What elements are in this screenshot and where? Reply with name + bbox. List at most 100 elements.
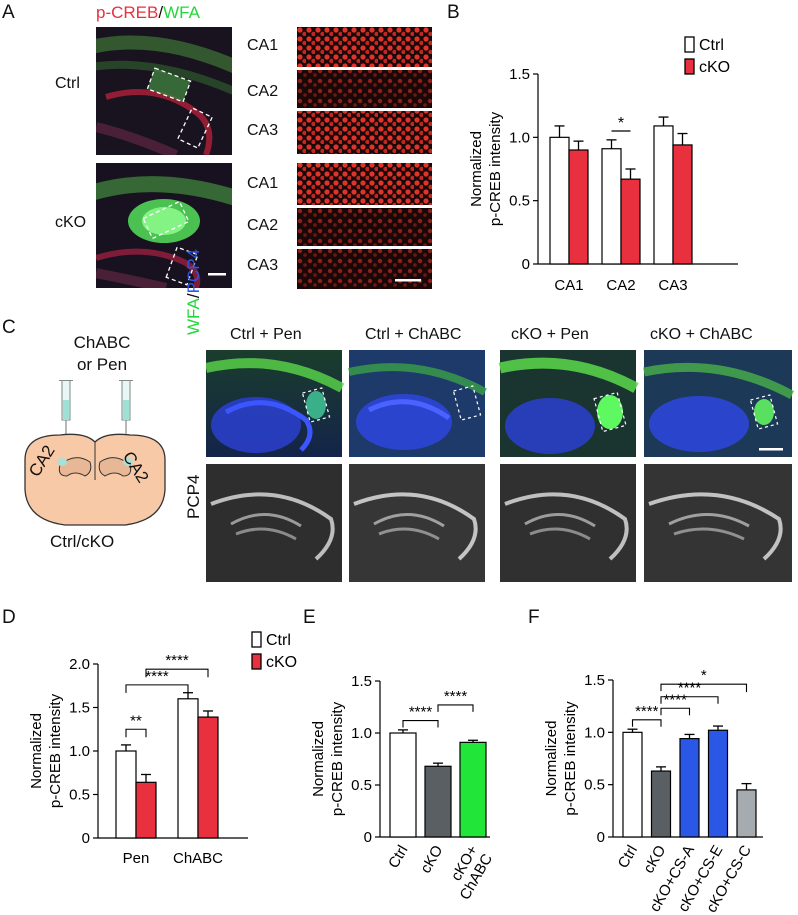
y-axis-label-line: Normalized bbox=[468, 131, 485, 207]
y-tick-label: 0 bbox=[82, 830, 90, 847]
x-tick-label-line: Ctrl bbox=[385, 843, 411, 872]
y-axis-label-line: p-CREB intensity bbox=[47, 693, 64, 808]
significance-label: **** bbox=[145, 668, 169, 685]
y-tick-label: 1.5 bbox=[584, 672, 605, 689]
row-separator: / bbox=[184, 293, 203, 299]
bar-cko bbox=[135, 781, 157, 839]
y-axis-label-line: Normalized bbox=[28, 713, 45, 789]
y-axis-label-line: p-CREB intensity bbox=[562, 701, 579, 816]
panel-label-f: F bbox=[528, 607, 540, 628]
genotype-label: Ctrl/cKO bbox=[50, 532, 115, 551]
title-separator: / bbox=[158, 3, 164, 22]
y-tick-label: 0 bbox=[522, 256, 530, 273]
y-axis-label: Normalized p-CREB intensity bbox=[310, 701, 346, 816]
significance-bracket bbox=[437, 704, 474, 712]
significance-label: * bbox=[618, 115, 624, 132]
crop-ctrl-ca2 bbox=[297, 70, 432, 108]
col-header-ctrl-chabc: Ctrl + ChABC bbox=[365, 326, 462, 343]
significance-bracket bbox=[631, 719, 662, 727]
bar-cko bbox=[197, 716, 219, 839]
image-cko-chabc-wfa bbox=[643, 350, 794, 457]
group-label-ctrl: Ctrl bbox=[55, 75, 80, 92]
image-cko-chabc-pcp4 bbox=[644, 464, 792, 582]
col-header-cko-chabc: cKO + ChABC bbox=[650, 326, 753, 343]
crop-ctrl-ca1 bbox=[297, 27, 432, 67]
injection-label: ChABC or Pen bbox=[62, 332, 142, 376]
legend-swatch bbox=[684, 58, 695, 75]
y-tick-label: 1.0 bbox=[509, 129, 530, 146]
significance-label: **** bbox=[444, 688, 468, 705]
y-axis-label: Normalized p-CREB intensity bbox=[543, 701, 579, 816]
y-tick-label: 1.0 bbox=[69, 743, 90, 760]
x-tick-label: CA3 bbox=[658, 277, 687, 294]
significance-bracket bbox=[145, 668, 209, 678]
x-tick-label-line: cKO bbox=[417, 843, 446, 877]
significance-bracket bbox=[125, 728, 147, 738]
legend-entry: Ctrl bbox=[699, 37, 724, 54]
crop-cko-ca1 bbox=[297, 163, 432, 205]
legend-entry: cKO bbox=[699, 59, 730, 76]
y-tick-label: 1.5 bbox=[351, 673, 372, 690]
panel-label-d: D bbox=[2, 607, 16, 628]
bar bbox=[459, 741, 487, 838]
roi-box bbox=[142, 200, 190, 240]
region-label: CA1 bbox=[247, 37, 279, 54]
panel-label-c: C bbox=[2, 317, 16, 338]
significance-label: **** bbox=[678, 680, 702, 697]
x-tick-label: cKO bbox=[640, 843, 669, 877]
bar-ctrl bbox=[177, 698, 199, 839]
x-tick-label: Ctrl bbox=[385, 843, 411, 872]
significance-bracket bbox=[660, 696, 719, 704]
ctrl-overview-image bbox=[96, 27, 232, 155]
legend-entry: Ctrl bbox=[266, 632, 291, 649]
bar bbox=[707, 729, 729, 838]
region-label: CA2 bbox=[247, 217, 279, 234]
group-label-cko: cKO bbox=[55, 214, 87, 231]
crop-cko-ca2 bbox=[297, 208, 432, 246]
injection-line-1: ChABC bbox=[73, 333, 131, 352]
bar-cko bbox=[568, 149, 589, 265]
region-label: CA1 bbox=[247, 175, 279, 192]
chart-d: 0 0.5 1.0 1.5 2.0 Normalized p-CREB intensity P… bbox=[28, 631, 297, 867]
cko-overview-image bbox=[96, 163, 232, 288]
significance-label: **** bbox=[409, 704, 433, 721]
x-tick-label: cKO bbox=[417, 843, 446, 877]
y-tick-label: 2.0 bbox=[69, 656, 90, 673]
region-label: CA2 bbox=[247, 83, 279, 100]
significance-bracket bbox=[660, 707, 691, 716]
chart-e: 0 0.5 1.0 1.5 Normalized p-CREB intensity Ctrl… bbox=[310, 673, 497, 903]
row-label-wfa-pcp4: WFA/PCP4 bbox=[184, 249, 204, 335]
y-axis-label: Normalized p-CREB intensity bbox=[28, 693, 64, 808]
x-tick-label: Pen bbox=[123, 850, 150, 867]
region-crops bbox=[297, 27, 432, 289]
bar bbox=[424, 765, 452, 838]
image-cko-pen-wfa bbox=[498, 350, 639, 457]
legend-entry: cKO bbox=[266, 654, 297, 671]
bar-cko bbox=[672, 144, 693, 265]
significance-bracket bbox=[660, 683, 748, 693]
y-axis-label-line: p-CREB intensity bbox=[329, 701, 346, 816]
scale-bar bbox=[395, 279, 421, 282]
panel-a-title: p-CREB/WFA bbox=[96, 3, 200, 23]
col-header-ctrl-pen: Ctrl + Pen bbox=[230, 326, 302, 343]
bar bbox=[389, 732, 417, 838]
x-tick-label: cKO+ChABC bbox=[442, 842, 497, 903]
y-axis-label-line: Normalized bbox=[310, 721, 327, 797]
image-cko-pen-pcp4 bbox=[500, 464, 636, 582]
y-tick-label: 0.5 bbox=[69, 787, 90, 804]
brain-icon bbox=[24, 433, 166, 526]
row-label-pcp4: PCP4 bbox=[184, 474, 203, 519]
significance-label: * bbox=[701, 667, 707, 684]
y-axis-label: Normalized p-CREB intensity bbox=[468, 111, 504, 226]
y-tick-label: 1.5 bbox=[509, 66, 530, 83]
y-tick-label: 0 bbox=[364, 829, 372, 846]
panel-label-a: A bbox=[2, 2, 15, 23]
roi-box bbox=[146, 67, 192, 103]
region-label: CA3 bbox=[247, 257, 279, 274]
x-tick-label: ChABC bbox=[173, 850, 223, 867]
wfa-label: WFA bbox=[184, 298, 203, 335]
brain-schematic bbox=[24, 380, 166, 526]
injection-line-2: or Pen bbox=[76, 355, 128, 374]
image-ctrl-chabc-pcp4 bbox=[349, 464, 485, 582]
x-tick-label: Ctrl bbox=[615, 843, 641, 872]
